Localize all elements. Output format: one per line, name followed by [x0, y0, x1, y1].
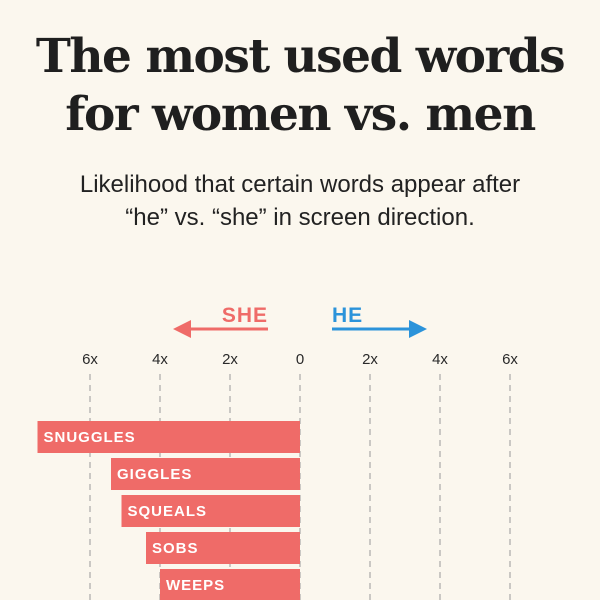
she-direction-label: SHE	[222, 304, 268, 327]
x-tick-label: 4x	[432, 351, 448, 368]
chart-title-line-2: for women vs. men	[65, 87, 536, 142]
bar-snuggles	[37, 421, 300, 453]
chart-title-line-1: The most used words	[35, 29, 566, 84]
bar-giggles	[111, 458, 300, 490]
bars-layer: SNUGGLES GIGGLES SQUEALS SOBS WEEPS	[37, 421, 300, 600]
bar-squeals	[121, 495, 300, 527]
bar-label: SOBS	[152, 540, 199, 557]
chart-title: The most used words for women vs. men	[0, 28, 600, 144]
bar-label: SNUGGLES	[44, 429, 136, 446]
axis-layer: 6x 4x 2x 0 2x 4x 6x	[82, 351, 518, 368]
bar-label: SQUEALS	[128, 503, 208, 520]
chart-subtitle-line-1: Likelihood that certain words appear aft…	[79, 171, 521, 198]
chart-subtitle-line-2: “he” vs. “she” in screen direction.	[125, 204, 475, 231]
bar-label: GIGGLES	[117, 466, 192, 483]
he-arrow-icon	[409, 320, 427, 338]
x-tick-label: 2x	[222, 351, 238, 368]
chart-subtitle: Likelihood that certain words appear aft…	[0, 168, 600, 234]
direction-legend: SHE HE	[173, 304, 427, 338]
bar-weeps	[160, 569, 300, 600]
he-direction-label: HE	[332, 304, 363, 327]
x-tick-label: 6x	[82, 351, 98, 368]
x-tick-label: 0	[296, 351, 304, 368]
x-tick-label: 6x	[502, 351, 518, 368]
x-tick-label: 4x	[152, 351, 168, 368]
x-tick-label: 2x	[362, 351, 378, 368]
bar-sobs	[146, 532, 300, 564]
bar-label: WEEPS	[166, 577, 225, 594]
she-arrow-icon	[173, 320, 191, 338]
